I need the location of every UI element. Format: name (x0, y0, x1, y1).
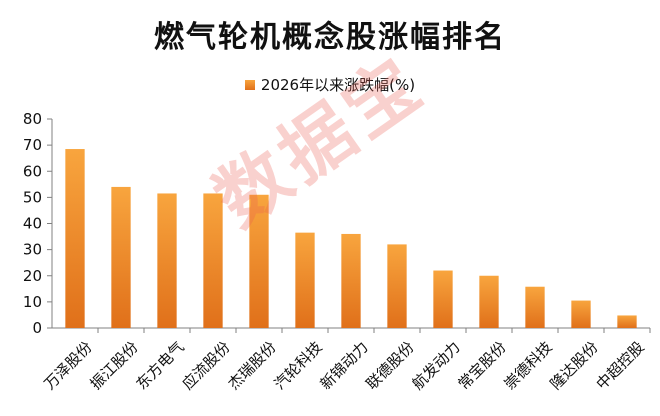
bar-崇德科技 (525, 286, 545, 328)
bar-振江股份 (111, 186, 131, 328)
x-tick-label: 常宝股份 (455, 338, 510, 393)
x-tick-label: 新锦动力 (317, 338, 372, 393)
bar-联德股份 (387, 244, 407, 328)
x-tick-label: 东方电气 (133, 338, 188, 393)
x-tick-label: 隆达股份 (547, 338, 602, 393)
y-tick-label: 50 (23, 188, 42, 206)
bar-万泽股份 (65, 149, 85, 328)
legend-swatch (244, 79, 255, 90)
bar-中超控股 (617, 315, 637, 328)
y-tick-label: 70 (23, 136, 42, 154)
y-tick-label: 40 (23, 215, 42, 233)
x-tick-label: 航发动力 (409, 338, 464, 393)
y-tick-label: 60 (23, 162, 42, 180)
x-tick-label: 中超控股 (593, 338, 648, 393)
x-tick-label: 联德股份 (363, 338, 418, 393)
bar-隆达股份 (571, 300, 591, 328)
bar-东方电气 (157, 193, 177, 328)
legend: 2026年以来涨跌幅(%) (0, 74, 660, 95)
legend-label: 2026年以来涨跌幅(%) (260, 76, 416, 94)
bar-应流股份 (203, 193, 223, 328)
bar-汽轮科技 (295, 232, 315, 328)
y-tick-label: 30 (23, 241, 42, 259)
x-tick-label: 汽轮科技 (271, 338, 326, 393)
x-tick-label: 万泽股份 (41, 338, 96, 393)
x-tick-label: 崇德科技 (501, 338, 556, 393)
y-tick-label: 80 (23, 110, 42, 128)
bar-常宝股份 (479, 275, 499, 328)
y-tick-label: 0 (32, 319, 42, 337)
x-tick-label: 杰瑞股份 (225, 338, 280, 393)
x-tick-label: 应流股份 (179, 338, 234, 393)
x-tick-label: 振江股份 (87, 338, 142, 393)
y-tick-label: 20 (23, 267, 42, 285)
bar-航发动力 (433, 270, 453, 328)
bar-杰瑞股份 (249, 194, 269, 328)
bar-新锦动力 (341, 233, 361, 328)
y-tick-label: 10 (23, 293, 42, 311)
chart-title: 燃气轮机概念股涨幅排名 (154, 20, 506, 55)
